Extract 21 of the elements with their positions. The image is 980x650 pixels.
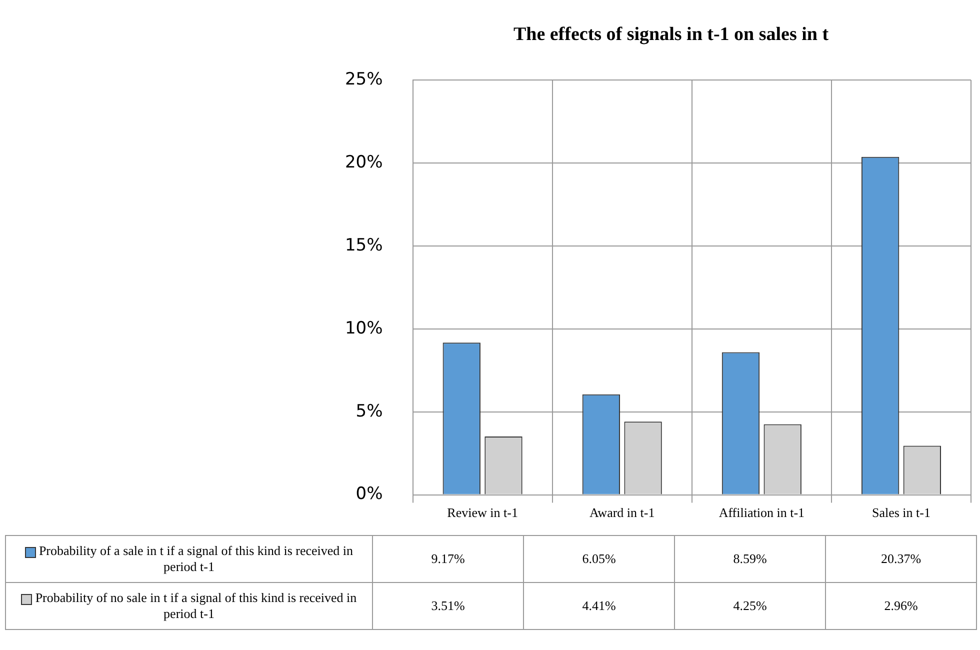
data-label: 6.05% [524, 536, 674, 582]
x-tick-label: Review in t-1 [447, 505, 518, 520]
y-tick-label: 5% [356, 401, 383, 422]
data-label: 2.96% [826, 582, 976, 630]
data-label: 4.25% [674, 582, 826, 630]
data-label: 9.17% [372, 536, 524, 582]
data-label: 20.37% [826, 536, 976, 582]
data-label: 8.59% [674, 536, 826, 582]
x-tick-label: Affiliation in t-1 [718, 505, 805, 520]
x-tick-label: Sales in t-1 [872, 505, 930, 520]
y-tick-label: 20% [344, 152, 383, 172]
data-label: 4.41% [524, 582, 674, 630]
chart-title: The effects of signals in t-1 on sales in t [512, 24, 830, 46]
y-tick-label: 25% [344, 69, 383, 90]
y-tick-label: 10% [344, 318, 383, 338]
legend-label: Probability of no sale in t if a signal of this kind is received in period t-1 [35, 590, 357, 621]
x-tick-label: Award in t-1 [589, 505, 655, 520]
legend-label: Probability of a sale in t if a signal of this kind is received in period t-1 [38, 543, 354, 574]
data-label: 3.51% [372, 582, 524, 630]
y-tick-label: 15% [344, 235, 383, 256]
y-tick-label: 0% [356, 484, 383, 504]
